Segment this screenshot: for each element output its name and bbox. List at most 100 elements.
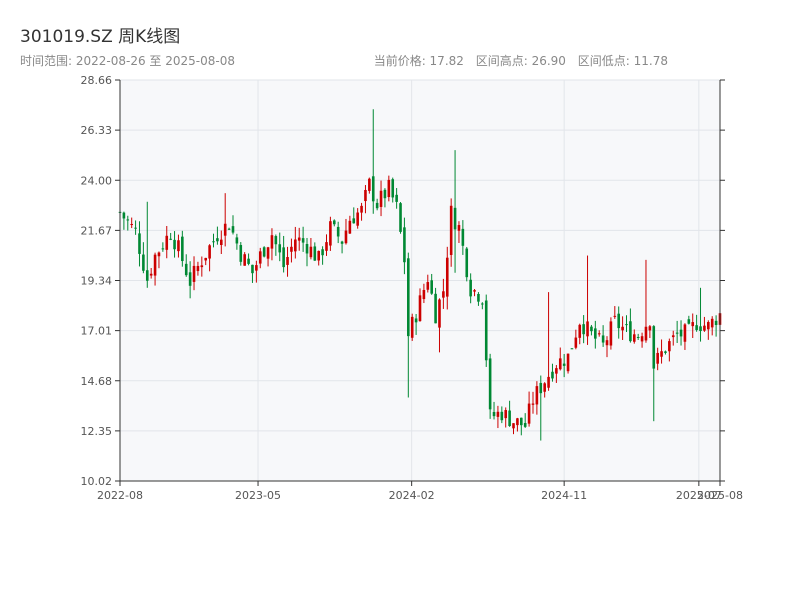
candle [656, 347, 659, 371]
candle-body-up [317, 250, 321, 261]
candle [251, 264, 254, 283]
candle [473, 288, 476, 297]
candle [258, 247, 262, 269]
x-tick-label: 2025-07 [676, 489, 722, 502]
candle [574, 329, 578, 350]
candle [282, 235, 285, 273]
candle-body-up [527, 403, 531, 424]
candle-body-up [648, 326, 652, 331]
candle-body-down [508, 410, 511, 427]
candle [512, 423, 515, 435]
candle-body-down [352, 218, 356, 224]
candle [165, 226, 169, 259]
candle-body-up [344, 230, 348, 244]
candle [582, 315, 585, 344]
candle [644, 259, 648, 343]
candle-body-up [192, 265, 196, 282]
candle-body-down [227, 228, 231, 230]
candle [652, 325, 656, 422]
candle-body-down [664, 351, 667, 353]
candle [555, 365, 558, 383]
x-tick-label: 2022-08 [97, 489, 143, 502]
candle-body-down [453, 207, 457, 230]
candle [453, 150, 457, 273]
candle-body-up [255, 265, 258, 271]
candle-body-down [582, 324, 585, 335]
candle-body-up [208, 245, 211, 259]
candle-body-down [399, 203, 402, 232]
candle-body-up [640, 336, 644, 342]
candle [403, 217, 406, 275]
candle-body-down [282, 247, 285, 268]
candle-body-up [258, 251, 262, 264]
candle-body-up [710, 318, 714, 328]
candle [270, 228, 274, 261]
candle [578, 323, 582, 345]
candle-body-up [703, 325, 706, 331]
candle [488, 353, 492, 419]
candle [543, 382, 546, 398]
candle-body-down [383, 189, 387, 199]
candle [375, 198, 379, 211]
current-price-label: 当前价格: 17.82 [373, 54, 464, 68]
candle [668, 338, 671, 362]
candle-body-down [212, 241, 215, 243]
candle [418, 288, 422, 322]
candle-body-up [243, 254, 246, 266]
candle [344, 218, 348, 245]
candle-body-down [434, 293, 437, 324]
candle-body-down [679, 329, 683, 337]
candle [519, 417, 523, 436]
chart-title: 301019.SZ 周K线图 [20, 27, 181, 47]
candle [648, 325, 652, 339]
candle-body-up [504, 410, 508, 419]
candle-body-down [216, 238, 219, 242]
candle [391, 177, 395, 203]
candle-layer [118, 109, 722, 441]
candle-body-up [574, 337, 578, 348]
candle [597, 330, 601, 337]
candle [410, 313, 414, 341]
x-tick-label: 2024-02 [389, 489, 435, 502]
y-tick-label: 24.00 [81, 174, 113, 187]
candle [188, 261, 192, 299]
y-tick-label: 17.01 [81, 325, 113, 338]
candle [223, 193, 227, 247]
candle [153, 252, 157, 286]
candle [309, 237, 313, 260]
candle [200, 256, 204, 277]
candle [707, 320, 710, 340]
candle [161, 242, 165, 252]
candle-body-down [469, 279, 472, 297]
candle [481, 302, 484, 310]
candle-body-down [184, 263, 188, 276]
candle-body-down [391, 179, 395, 198]
candle-body-up [149, 273, 153, 276]
candle [710, 316, 714, 336]
grid-layer [119, 79, 721, 482]
candle-body-down [262, 247, 266, 257]
candle [695, 314, 698, 332]
x-tick-label: 2024-11 [541, 489, 587, 502]
candle-body-up [325, 242, 328, 251]
candle-body-down [122, 212, 126, 219]
candle-body-down [169, 238, 172, 240]
candle [664, 350, 667, 355]
candle [184, 254, 188, 277]
candle [274, 234, 278, 256]
candle [336, 221, 340, 244]
candle-body-up [422, 289, 426, 300]
candle-body-up [200, 265, 204, 268]
candle-body-down [235, 237, 239, 244]
candle-body-up [153, 254, 157, 276]
candle-body-down [652, 326, 656, 369]
candle-body-up [586, 321, 589, 337]
candle-body-down [251, 264, 254, 274]
candle [204, 257, 208, 266]
range-low-label: 区间低点: 11.78 [577, 54, 668, 68]
candle-body-up [660, 351, 663, 357]
candle-body-down [500, 411, 504, 421]
candle-body-down [590, 326, 593, 332]
candle-body-down [407, 258, 410, 337]
